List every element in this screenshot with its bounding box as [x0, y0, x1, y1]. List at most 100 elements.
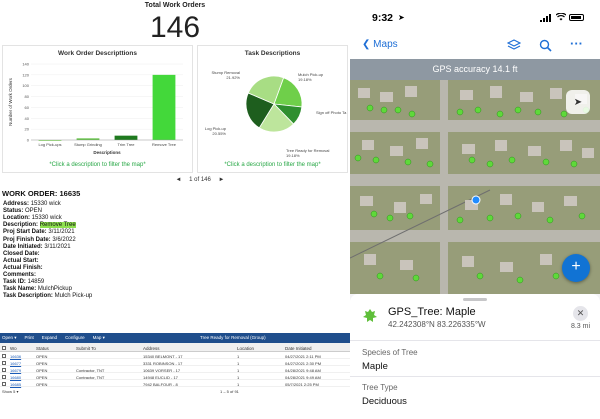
work-order-link[interactable]: 16679 — [10, 368, 22, 373]
column-header[interactable]: Address — [143, 346, 160, 351]
pie-slice[interactable] — [245, 92, 275, 129]
x-tick-label[interactable]: Remove Tree — [152, 142, 177, 147]
tree-point[interactable] — [376, 272, 384, 280]
tree-point[interactable] — [508, 156, 516, 164]
selected-tree-marker[interactable] — [471, 195, 481, 205]
work-order-bar-chart[interactable]: 0 20 40 60 80 100 120 140 Log Pick-ups Stump Grin… — [3, 58, 194, 158]
work-order-link[interactable]: 16680 — [10, 375, 22, 380]
bar[interactable] — [114, 135, 138, 140]
tree-point[interactable] — [366, 104, 374, 112]
tree-point[interactable] — [372, 156, 380, 164]
more-icon[interactable]: ··· — [570, 36, 583, 51]
row-checkbox[interactable] — [2, 382, 6, 387]
tree-point[interactable] — [496, 110, 504, 118]
work-order-field: Address: 15330 wick — [2, 201, 202, 208]
pie-slice[interactable] — [258, 103, 295, 133]
row-checkbox[interactable] — [2, 375, 6, 380]
bar[interactable] — [38, 140, 62, 141]
tree-point[interactable] — [514, 106, 522, 114]
table-menu-item[interactable]: Open ▾ — [2, 335, 17, 340]
status-bar: 9:32 ➤ — [350, 0, 600, 32]
next-button[interactable]: ► — [218, 177, 225, 183]
slice-label[interactable]: Stump Removal — [212, 70, 241, 75]
row-checkbox[interactable] — [2, 368, 6, 373]
select-all-checkbox[interactable] — [2, 346, 6, 351]
column-header[interactable]: Date Initiated — [285, 346, 312, 351]
table-menu-item[interactable]: Print — [24, 335, 34, 340]
tree-point[interactable] — [534, 108, 542, 116]
tree-point[interactable] — [552, 272, 560, 280]
bar[interactable] — [76, 138, 100, 140]
table-menu-item[interactable]: Configure — [65, 335, 85, 340]
back-button[interactable]: ❮ Maps — [362, 39, 398, 50]
tree-point[interactable] — [354, 154, 362, 162]
row-checkbox[interactable] — [2, 354, 6, 359]
field-label: Closed Date: — [3, 250, 40, 257]
tree-point[interactable] — [456, 216, 464, 224]
row-checkbox[interactable] — [2, 361, 6, 366]
x-tick-label[interactable]: Log Pick-ups — [38, 142, 61, 147]
work-order-link[interactable]: 16685 — [10, 382, 22, 387]
slice-label[interactable]: Mulch Pick-up — [298, 72, 324, 77]
work-order-field: Comments: — [2, 272, 202, 279]
tree-point[interactable] — [486, 160, 494, 168]
table-row[interactable]: 16680 OPEN Contractor, TNT 14948 EUCLID - 1… — [0, 373, 350, 380]
table-row[interactable]: 16679 OPEN Contractor, TNT 10639 VORSER - 1… — [0, 366, 350, 373]
pie-slice[interactable] — [247, 75, 285, 105]
tree-point[interactable] — [404, 158, 412, 166]
column-header[interactable]: Location — [237, 346, 255, 351]
tree-point[interactable] — [560, 110, 568, 118]
x-tick-label[interactable]: Stump Grinding — [74, 142, 102, 147]
tree-point[interactable] — [546, 216, 554, 224]
plus-icon[interactable]: + — [562, 254, 590, 282]
page-size-select[interactable]: Show 5 ▾ — [2, 389, 19, 394]
y-tick-label: 120 — [22, 72, 29, 77]
column-header[interactable]: Wo — [10, 346, 17, 351]
tree-point[interactable] — [412, 274, 420, 282]
table-cell: Contractor, TNT — [76, 368, 105, 373]
slice-label[interactable]: Log Pick-up — [205, 126, 227, 131]
prev-button[interactable]: ◄ — [175, 177, 182, 183]
tree-icon — [363, 309, 377, 322]
work-order-link[interactable]: 16636 — [10, 354, 22, 359]
satellite-map[interactable] — [350, 80, 600, 294]
tree-point[interactable] — [468, 156, 476, 164]
table-row[interactable]: 16677 OPEN 3331 ROBINSON - 17 1 04/27/2021 2… — [0, 359, 350, 366]
table-row[interactable]: 16636 OPEN 15340 BELMONT - 17 1 04/27/2021 2… — [0, 352, 350, 359]
column-header[interactable]: Submit To — [76, 346, 96, 351]
table-menu-item[interactable]: Expand — [41, 335, 58, 340]
sheet-grabber[interactable] — [463, 298, 487, 301]
tree-point[interactable] — [474, 106, 482, 114]
tree-point[interactable] — [406, 212, 414, 220]
tree-point[interactable] — [476, 272, 484, 280]
slice-label[interactable]: Tree Ready for Removal — [286, 148, 330, 153]
field-label: Actual Finish: — [3, 264, 43, 271]
column-header[interactable]: Status — [36, 346, 49, 351]
tree-point[interactable] — [486, 214, 494, 222]
table-row[interactable]: 16685 OPEN 7942 BALFOUR - 8 1 05/7/2021 2:25… — [0, 380, 350, 387]
tree-point[interactable] — [426, 160, 434, 168]
work-order-link[interactable]: 16677 — [10, 361, 22, 366]
search-icon[interactable] — [539, 39, 552, 52]
tree-point[interactable] — [380, 106, 388, 114]
locate-icon[interactable]: ➤ — [566, 90, 590, 114]
layers-icon[interactable] — [507, 39, 521, 52]
tree-point[interactable] — [514, 212, 522, 220]
x-tick-label[interactable]: Trim Tree — [118, 142, 136, 147]
table-menu-item[interactable]: Map ▾ — [92, 335, 105, 340]
tree-point[interactable] — [516, 276, 524, 284]
tree-point[interactable] — [570, 160, 578, 168]
tree-point[interactable] — [370, 210, 378, 218]
tree-point[interactable] — [386, 214, 394, 222]
slice-label[interactable]: Sign off Photo Ta — [316, 110, 347, 115]
tree-point[interactable] — [408, 110, 416, 118]
close-icon[interactable]: ✕ — [573, 306, 588, 321]
tree-point[interactable] — [456, 108, 464, 116]
tree-point[interactable] — [394, 106, 402, 114]
field-label: Status: — [3, 208, 24, 215]
tree-point[interactable] — [542, 158, 550, 166]
table-cell: Contractor, TNT — [76, 375, 105, 380]
bar[interactable] — [152, 74, 176, 140]
tree-point[interactable] — [578, 212, 586, 220]
